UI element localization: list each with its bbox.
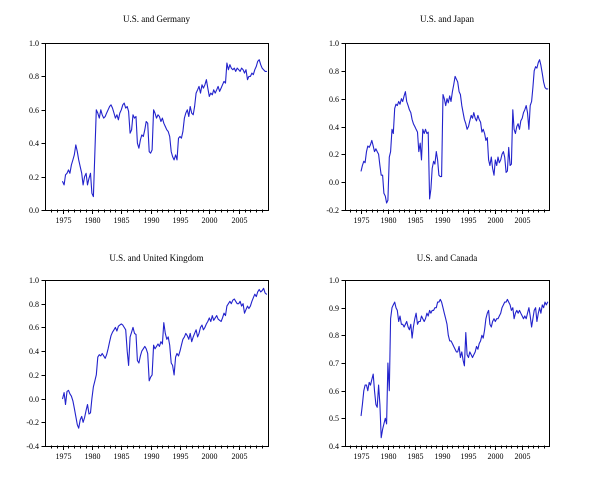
y-axis-tick-label: 1.0 bbox=[29, 39, 39, 48]
series-line bbox=[360, 59, 549, 204]
panel-us-japan: U.S. and Japan -0.2 0.0 0.2 0.4 0.6 0.8 1.0 197… bbox=[300, 0, 600, 242]
y-axis-tick-label: -0.2 bbox=[326, 206, 339, 215]
panel-us-united-kingdom: U.S. and United Kingdom -0.4 -0.2 0.0 0.2 0.… bbox=[0, 242, 300, 484]
x-axis-tick-label: 2000 bbox=[488, 216, 504, 225]
y-axis-tick-label: 0.4 bbox=[329, 123, 339, 132]
series-line bbox=[62, 59, 268, 198]
chart-title-us-canada: U.S. and Canada bbox=[416, 253, 478, 263]
chart-us-united-kingdom-canvas: -0.4 -0.2 0.0 0.2 0.4 0.6 0.8 1.0 1975 1980 1985 19… bbox=[26, 276, 269, 461]
x-axis-tick-label: 2000 bbox=[202, 452, 218, 461]
x-axis-tick-label: 2000 bbox=[202, 216, 218, 225]
plot-box bbox=[45, 280, 269, 447]
y-axis-tick-label: 1.0 bbox=[329, 276, 339, 285]
y-axis-tick-label: 0.2 bbox=[29, 371, 39, 380]
x-axis-tick-label: 1975 bbox=[354, 216, 370, 225]
x-axis-tick-label: 1995 bbox=[461, 216, 477, 225]
x-axis-tick-label: 1985 bbox=[114, 452, 130, 461]
chart-title-us-japan: U.S. and Japan bbox=[420, 14, 474, 24]
y-axis-tick-label: -0.2 bbox=[26, 418, 39, 427]
y-axis-tick-label: 1.0 bbox=[329, 39, 339, 48]
chart-us-germany-canvas: 0.0 0.2 0.4 0.6 0.8 1.0 1975 1980 1985 1990 1995 20… bbox=[29, 39, 269, 225]
y-axis-tick-label: 0.0 bbox=[29, 395, 39, 404]
y-axis-tick-label: 0.6 bbox=[329, 387, 339, 396]
y-axis-tick-label: -0.4 bbox=[26, 442, 39, 451]
chart-us-japan-canvas: -0.2 0.0 0.2 0.4 0.6 0.8 1.0 1975 1980 1985 1990 19… bbox=[326, 39, 550, 225]
x-axis-tick-label: 1975 bbox=[354, 452, 370, 461]
y-axis-tick-label: 0.8 bbox=[329, 331, 339, 340]
y-axis-tick-label: 0.8 bbox=[329, 67, 339, 76]
x-axis-tick-label: 2005 bbox=[232, 216, 248, 225]
x-axis-tick-label: 1995 bbox=[461, 452, 477, 461]
chart-title-us-germany: U.S. and Germany bbox=[123, 14, 190, 24]
y-axis-tick-label: 0.4 bbox=[329, 442, 339, 451]
x-axis-tick-label: 1995 bbox=[173, 452, 189, 461]
y-axis-tick-label: 0.4 bbox=[29, 139, 39, 148]
y-axis-tick-label: 0.5 bbox=[329, 414, 339, 423]
y-axis-tick-label: 0.2 bbox=[29, 173, 39, 182]
y-axis-tick-label: 1.0 bbox=[29, 276, 39, 285]
x-axis-tick-label: 1985 bbox=[114, 216, 130, 225]
y-axis-tick-label: 0.6 bbox=[329, 95, 339, 104]
chart-title-us-united-kingdom: U.S. and United Kingdom bbox=[109, 253, 204, 263]
y-axis-tick-label: 0.0 bbox=[29, 206, 39, 215]
x-axis-tick-label: 1980 bbox=[381, 452, 397, 461]
x-axis-tick-label: 1990 bbox=[435, 216, 451, 225]
panel-us-germany: U.S. and Germany 0.0 0.2 0.4 0.6 0.8 1.0 1975 1… bbox=[0, 0, 300, 242]
x-axis-tick-label: 2005 bbox=[515, 452, 531, 461]
x-axis-tick-label: 1995 bbox=[173, 216, 189, 225]
y-axis-tick-label: 0.6 bbox=[29, 106, 39, 115]
plot-box bbox=[345, 280, 550, 447]
y-axis-tick-label: 0.7 bbox=[329, 359, 339, 368]
y-axis-tick-label: 0.2 bbox=[329, 150, 339, 159]
chart-us-canada-canvas: 0.4 0.5 0.6 0.7 0.8 0.9 1.0 1975 1980 1985 1990 199… bbox=[329, 276, 550, 461]
x-axis-tick-label: 1980 bbox=[85, 216, 101, 225]
x-axis-tick-label: 1990 bbox=[144, 452, 160, 461]
x-axis-tick-label: 1990 bbox=[435, 452, 451, 461]
series-line bbox=[62, 287, 268, 429]
y-axis-tick-label: 0.8 bbox=[29, 300, 39, 309]
x-axis-tick-label: 2005 bbox=[232, 452, 248, 461]
x-axis-tick-label: 1990 bbox=[144, 216, 160, 225]
x-axis-tick-label: 1980 bbox=[381, 216, 397, 225]
x-axis-tick-label: 1985 bbox=[408, 452, 424, 461]
x-axis-tick-label: 2000 bbox=[488, 452, 504, 461]
x-axis-tick-label: 1975 bbox=[56, 216, 72, 225]
y-axis-tick-label: 0.0 bbox=[329, 178, 339, 187]
y-axis-tick-label: 0.4 bbox=[29, 347, 39, 356]
series-line bbox=[360, 298, 549, 439]
panel-us-canada: U.S. and Canada 0.4 0.5 0.6 0.7 0.8 0.9 1.0 197… bbox=[300, 242, 600, 484]
y-axis-tick-label: 0.8 bbox=[29, 72, 39, 81]
x-axis-tick-label: 1985 bbox=[408, 216, 424, 225]
x-axis-tick-label: 1980 bbox=[85, 452, 101, 461]
x-axis-tick-label: 2005 bbox=[515, 216, 531, 225]
x-axis-tick-label: 1975 bbox=[56, 452, 72, 461]
y-axis-tick-label: 0.6 bbox=[29, 323, 39, 332]
y-axis-tick-label: 0.9 bbox=[329, 304, 339, 313]
